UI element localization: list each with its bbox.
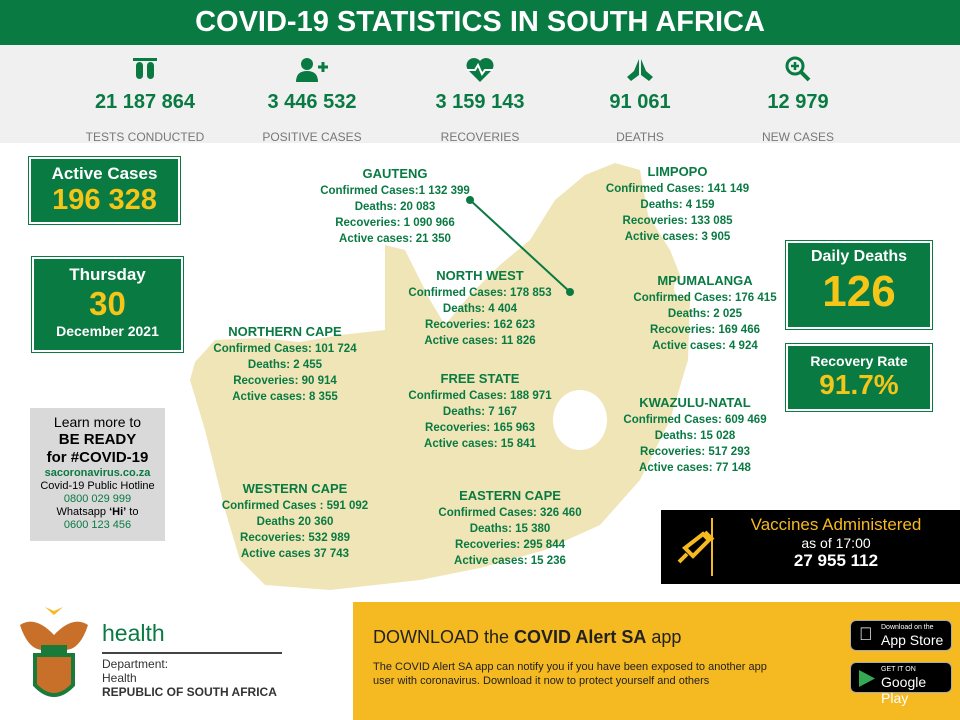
province-stat: Deaths: 15 028 bbox=[654, 430, 736, 442]
province-stat: Confirmed Cases: 188 971 bbox=[408, 390, 552, 402]
province-stat: Confirmed Cases: 326 460 bbox=[438, 507, 582, 519]
website-link[interactable]: sacoronavirus.co.za bbox=[44, 467, 151, 479]
apple-icon:  bbox=[859, 624, 873, 645]
province-stat: Deaths: 4 159 bbox=[640, 199, 715, 211]
user-plus-icon bbox=[237, 45, 387, 83]
province-stat: Active cases: 3 905 bbox=[624, 231, 731, 243]
coat-of-arms-logo bbox=[20, 607, 88, 697]
google-play-icon bbox=[859, 670, 875, 687]
province-stat: Active cases: 4 924 bbox=[652, 340, 758, 352]
stat-recoveries: 3 159 143 RECOVERIES bbox=[405, 45, 555, 144]
province-stat: Deaths: 2 455 bbox=[247, 359, 323, 371]
province-stat: Deaths: 2 025 bbox=[667, 308, 743, 320]
app-store-button[interactable]:  Download on the App Store bbox=[850, 620, 952, 651]
download-banner: DOWNLOAD the COVID Alert SA app The COVI… bbox=[353, 602, 960, 720]
province-stat: Recoveries: 165 963 bbox=[425, 422, 535, 434]
stat-positive: 3 446 532 POSITIVE CASES bbox=[237, 45, 387, 144]
province-stat: Active cases: 15 841 bbox=[424, 438, 536, 450]
province-stat: Recoveries: 90 914 bbox=[233, 375, 337, 387]
province-name: MPUMALANGA bbox=[657, 273, 753, 288]
province-stat: Confirmed Cases: 101 724 bbox=[213, 343, 357, 355]
province-stat: Active cases: 21 350 bbox=[339, 233, 451, 245]
province-kwazulu-natal: KWAZULU-NATAL Confirmed Cases: 609 469 Dea… bbox=[595, 394, 795, 476]
zoom-plus-icon bbox=[723, 45, 873, 83]
province-stat: Confirmed Cases:1 132 399 bbox=[320, 185, 470, 197]
province-gauteng: GAUTENG Confirmed Cases:1 132 399 Deaths: … bbox=[285, 165, 505, 247]
province-stat: Recoveries: 162 623 bbox=[425, 319, 535, 331]
province-name: NORTHERN CAPE bbox=[228, 324, 342, 339]
province-stat: Recoveries: 133 085 bbox=[622, 215, 733, 227]
province-stat: Confirmed Cases: 178 853 bbox=[408, 287, 552, 299]
province-name: GAUTENG bbox=[362, 166, 428, 181]
test-tubes-icon bbox=[70, 45, 220, 83]
stat-new-cases: 12 979 NEW CASES bbox=[723, 45, 873, 144]
syringe-icon bbox=[677, 530, 715, 564]
province-stat: Deaths: 20 083 bbox=[354, 201, 436, 213]
province-free-state: FREE STATE Confirmed Cases: 188 971 Deaths… bbox=[375, 370, 585, 452]
page-title: COVID-19 STATISTICS IN SOUTH AFRICA bbox=[0, 0, 960, 45]
province-stat: Active cases 37 743 bbox=[240, 548, 350, 560]
province-name: KWAZULU-NATAL bbox=[639, 395, 751, 410]
province-stat: Active cases: 77 148 bbox=[639, 462, 751, 474]
province-western-cape: WESTERN CAPE Confirmed Cases : 591 092 Dea… bbox=[205, 480, 385, 562]
learn-more-box: Learn more to BE READY for #COVID-19 sac… bbox=[30, 408, 165, 541]
province-name: LIMPOPO bbox=[647, 164, 708, 179]
health-logo: health bbox=[102, 620, 165, 646]
province-northern-cape: NORTHERN CAPE Confirmed Cases: 101 724 Dea… bbox=[195, 323, 375, 405]
province-limpopo: LIMPOPO Confirmed Cases: 141 149 Deaths: 4… bbox=[570, 163, 785, 245]
province-name: NORTH WEST bbox=[436, 268, 524, 283]
vaccines-box: Vaccines Administered as of 17:00 27 955… bbox=[661, 510, 960, 584]
province-stat: Recoveries: 169 466 bbox=[650, 324, 760, 336]
heartbeat-icon bbox=[405, 45, 555, 83]
province-stat: Deaths 20 360 bbox=[256, 516, 334, 528]
province-stat: Confirmed Cases: 609 469 bbox=[623, 414, 767, 426]
province-stat: Active cases: 8 355 bbox=[232, 391, 338, 403]
stats-band: 21 187 864 TESTS CONDUCTED 3 446 532 POS… bbox=[0, 45, 960, 144]
province-stat: Confirmed Cases: 176 415 bbox=[633, 292, 777, 304]
province-stat: Confirmed Cases : 591 092 bbox=[221, 500, 369, 512]
stat-deaths: 91 061 DEATHS bbox=[565, 45, 715, 144]
province-name: EASTERN CAPE bbox=[459, 488, 561, 503]
province-stat: Recoveries: 295 844 bbox=[455, 539, 565, 551]
province-stat: Recoveries: 532 989 bbox=[240, 532, 350, 544]
province-stat: Confirmed Cases: 141 149 bbox=[605, 183, 750, 195]
province-north-west: NORTH WEST Confirmed Cases: 178 853 Deaths… bbox=[375, 267, 585, 349]
praying-hands-icon bbox=[565, 45, 715, 83]
province-stat: Recoveries: 517 293 bbox=[640, 446, 750, 458]
recovery-rate-box: Recovery Rate 91.7% bbox=[785, 343, 933, 412]
date-box: Thursday 30 December 2021 bbox=[31, 256, 184, 353]
province-eastern-cape: EASTERN CAPE Confirmed Cases: 326 460 Deat… bbox=[405, 487, 615, 569]
active-cases-box: Active Cases 196 328 bbox=[28, 156, 181, 225]
province-stat: Recoveries: 1 090 966 bbox=[335, 217, 455, 229]
daily-deaths-box: Daily Deaths 126 bbox=[785, 240, 933, 330]
stat-tests: 21 187 864 TESTS CONDUCTED bbox=[70, 45, 220, 144]
province-stat: Active cases: 15 236 bbox=[454, 555, 566, 567]
google-play-button[interactable]: GET IT ON Google Play bbox=[850, 662, 952, 706]
province-stat: Active cases: 11 826 bbox=[424, 335, 536, 347]
province-mpumalanga: MPUMALANGA Confirmed Cases: 176 415 Deaths… bbox=[605, 272, 805, 354]
province-stat: Deaths: 7 167 bbox=[442, 406, 518, 418]
province-name: WESTERN CAPE bbox=[242, 481, 348, 496]
province-stat: Deaths: 4 404 bbox=[442, 303, 518, 315]
province-name: FREE STATE bbox=[440, 371, 520, 386]
province-stat: Deaths: 15 380 bbox=[469, 523, 551, 535]
